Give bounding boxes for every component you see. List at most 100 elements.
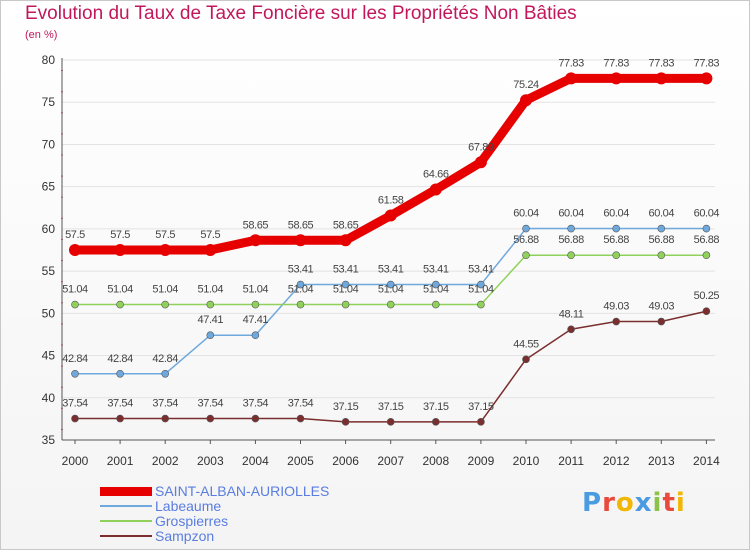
- data-label: 51.04: [107, 284, 133, 296]
- data-point: [69, 244, 81, 256]
- data-point: [296, 414, 305, 423]
- data-label: 51.04: [198, 284, 224, 296]
- data-label: 58.65: [333, 219, 359, 231]
- data-label: 57.5: [110, 229, 130, 241]
- y-tick-label: 60: [42, 222, 56, 236]
- data-label: 58.65: [243, 219, 269, 231]
- data-point: [610, 72, 623, 85]
- logo-letter: r: [602, 488, 616, 518]
- data-point: [206, 300, 215, 309]
- x-tick-label: 2007: [377, 454, 404, 468]
- data-point: [522, 251, 530, 260]
- data-point: [251, 414, 260, 423]
- data-point: [657, 317, 666, 326]
- logo-letter: x: [634, 488, 653, 518]
- data-label: 37.54: [107, 398, 133, 410]
- logo-letter: P: [582, 488, 603, 518]
- data-point: [612, 251, 621, 260]
- data-point: [657, 251, 666, 260]
- data-label: 60.04: [694, 208, 720, 220]
- data-point: [565, 72, 578, 85]
- data-label: 49.03: [603, 301, 629, 313]
- x-tick-label: 2011: [558, 454, 584, 468]
- data-point: [702, 307, 711, 316]
- y-tick-label: 35: [42, 433, 56, 447]
- data-point: [612, 224, 621, 233]
- x-tick-label: 2012: [603, 454, 630, 468]
- data-label: 50.25: [694, 290, 720, 302]
- data-label: 37.15: [423, 401, 449, 413]
- data-label: 37.54: [152, 398, 178, 410]
- data-label: 61.58: [378, 195, 404, 207]
- data-point: [477, 418, 485, 426]
- data-label: 47.41: [243, 314, 269, 326]
- data-label: 48.11: [559, 308, 584, 320]
- data-point: [71, 414, 79, 423]
- legend-swatch: [100, 505, 152, 507]
- data-label: 58.65: [288, 219, 314, 231]
- x-tick-label: 2004: [242, 454, 269, 468]
- data-label: 67.89: [468, 141, 494, 153]
- y-tick-label: 75: [42, 95, 56, 109]
- data-label: 64.66: [423, 169, 449, 181]
- data-point: [567, 325, 575, 334]
- data-point: [386, 418, 395, 426]
- legend-label: SAINT-ALBAN-AURIOLLES: [155, 483, 330, 499]
- logo-letter: t: [662, 488, 676, 518]
- data-label: 53.41: [288, 264, 314, 276]
- data-label: 57.5: [65, 229, 85, 241]
- data-label: 49.03: [649, 301, 675, 313]
- data-label: 51.04: [62, 284, 88, 296]
- data-point: [567, 224, 575, 233]
- data-point: [161, 369, 169, 378]
- data-point: [159, 244, 172, 256]
- data-label: 57.5: [155, 229, 175, 241]
- data-point: [520, 94, 532, 107]
- x-tick-label: 2014: [693, 454, 720, 468]
- x-tick-label: 2000: [62, 454, 89, 468]
- data-point: [71, 300, 79, 309]
- data-point: [384, 209, 397, 222]
- data-label: 51.04: [333, 284, 359, 296]
- data-label: 37.15: [468, 401, 494, 413]
- data-label: 51.04: [152, 284, 178, 296]
- legend-swatch: [100, 520, 152, 522]
- data-point: [341, 280, 350, 289]
- data-point: [204, 244, 217, 256]
- data-point: [522, 224, 530, 233]
- data-label: 60.04: [649, 208, 675, 220]
- x-tick-label: 2006: [332, 454, 359, 468]
- data-label: 42.84: [62, 353, 88, 365]
- data-point: [522, 355, 530, 364]
- proxiti-logo: Proxiti: [582, 488, 686, 518]
- data-point: [474, 156, 487, 169]
- data-label: 37.54: [288, 398, 314, 410]
- data-label: 51.04: [468, 284, 494, 296]
- data-label: 56.88: [603, 234, 629, 246]
- data-point: [700, 72, 713, 85]
- data-label: 56.88: [513, 234, 539, 246]
- legend-label: Grospierres: [155, 513, 229, 529]
- logo-letter: i: [675, 488, 686, 518]
- data-point: [251, 300, 260, 309]
- legend-label: Sampzon: [155, 528, 215, 544]
- chart-subtitle: (en %): [25, 29, 58, 41]
- data-label: 51.04: [243, 284, 269, 296]
- data-label: 56.88: [649, 234, 675, 246]
- data-label: 37.54: [62, 398, 88, 410]
- data-point: [116, 300, 124, 309]
- x-tick-label: 2010: [513, 454, 540, 468]
- y-tick-label: 40: [42, 391, 56, 405]
- series-line-saint-alban-auriolles: [70, 73, 711, 255]
- data-point: [702, 251, 711, 260]
- data-point: [71, 369, 79, 378]
- chart-title: Evolution du Taux de Taxe Foncière sur l…: [25, 3, 577, 24]
- data-point: [249, 234, 262, 247]
- data-point: [296, 280, 305, 289]
- data-point: [161, 414, 169, 423]
- data-label: 51.04: [423, 284, 449, 296]
- data-label: 37.15: [333, 401, 359, 413]
- data-label: 53.41: [423, 264, 449, 276]
- data-point: [386, 280, 395, 289]
